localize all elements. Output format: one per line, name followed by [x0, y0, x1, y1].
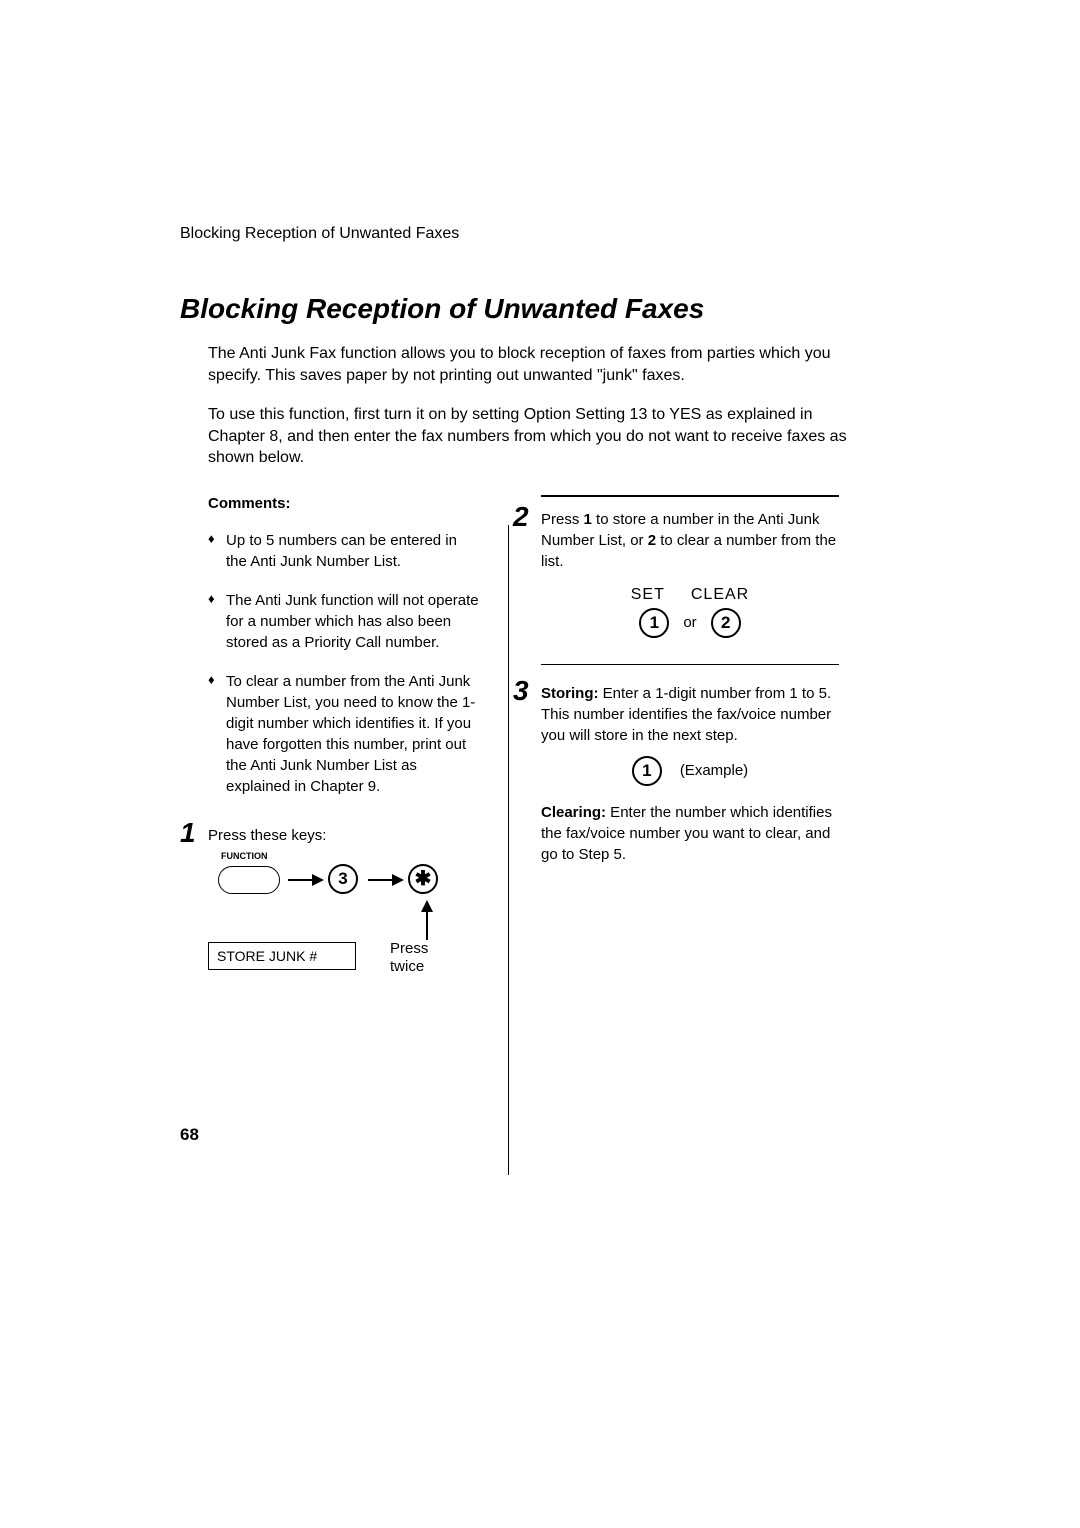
step-number: 3 [513, 675, 529, 707]
arrow-right-icon [288, 873, 324, 887]
press-twice-label: Press twice [390, 940, 428, 976]
step-1-text: Press these keys: [208, 825, 480, 846]
step-3-example: 1 (Example) [541, 756, 839, 786]
arrow-right-icon [368, 873, 404, 887]
set-label: SET [631, 586, 665, 604]
step-3-storing-text: Storing: Enter a 1-digit number from 1 t… [541, 683, 839, 746]
lcd-display: STORE JUNK # [208, 942, 356, 970]
page-title: Blocking Reception of Unwanted Faxes [180, 293, 870, 325]
step-number: 1 [180, 817, 196, 849]
running-header: Blocking Reception of Unwanted Faxes [180, 225, 870, 243]
step-number: 2 [513, 501, 529, 533]
step-3: 3 Storing: Enter a 1-digit number from 1… [541, 683, 839, 865]
arrow-up-icon [420, 900, 434, 940]
step-divider [541, 664, 839, 665]
step-3-clearing-text: Clearing: Enter the number which identif… [541, 802, 839, 865]
example-label: (Example) [680, 762, 748, 779]
left-column: Comments: Up to 5 numbers can be entered… [208, 495, 508, 1175]
intro-paragraph-1: The Anti Junk Fax function allows you to… [208, 343, 870, 386]
page-number: 68 [180, 1125, 199, 1145]
function-key-label: FUNCTION [221, 851, 268, 861]
clear-label: CLEAR [691, 586, 749, 604]
text: Press [541, 511, 584, 528]
key-1-icon: 1 [632, 756, 662, 786]
key-star-icon: ✱ [408, 864, 438, 894]
comment-item: The Anti Junk function will not operate … [208, 590, 480, 653]
bold-2: 2 [648, 532, 656, 549]
set-clear-diagram: SET CLEAR 1 or 2 [541, 586, 839, 638]
bold-1: 1 [584, 511, 592, 528]
comments-heading: Comments: [208, 495, 480, 512]
step-2: 2 Press 1 to store a number in the Anti … [541, 509, 839, 638]
comment-item: To clear a number from the Anti Junk Num… [208, 671, 480, 797]
step-divider [541, 495, 839, 497]
step-1-key-diagram: FUNCTION 3 ✱ [208, 860, 480, 990]
key-3-icon: 3 [328, 864, 358, 894]
function-key-icon [218, 866, 280, 894]
page-content: Blocking Reception of Unwanted Faxes Blo… [180, 225, 870, 1175]
intro-paragraph-2: To use this function, first turn it on b… [208, 404, 870, 469]
step-1: 1 Press these keys: FUNCTION 3 ✱ [208, 825, 480, 990]
clearing-label: Clearing: [541, 804, 606, 821]
or-label: or [683, 614, 696, 631]
key-1-icon: 1 [639, 608, 669, 638]
right-column: 2 Press 1 to store a number in the Anti … [509, 495, 839, 1175]
step-2-text: Press 1 to store a number in the Anti Ju… [541, 509, 839, 572]
comment-item: Up to 5 numbers can be entered in the An… [208, 530, 480, 572]
key-2-icon: 2 [711, 608, 741, 638]
storing-label: Storing: [541, 685, 599, 702]
comments-list: Up to 5 numbers can be entered in the An… [208, 530, 480, 797]
two-column-layout: Comments: Up to 5 numbers can be entered… [208, 495, 870, 1175]
